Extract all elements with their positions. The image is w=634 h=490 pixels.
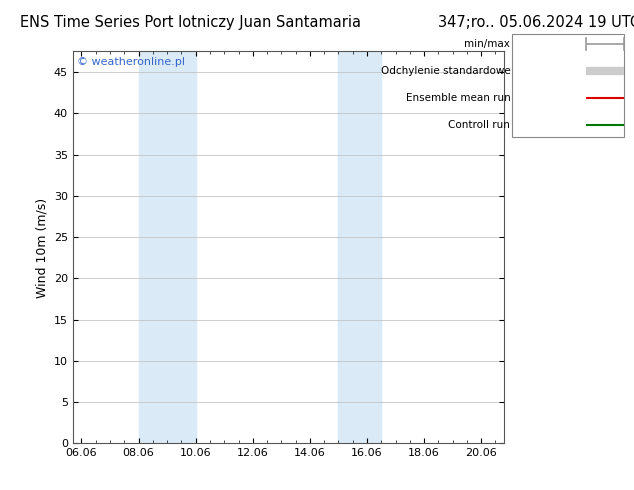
Text: ENS Time Series Port lotniczy Juan Santamaria: ENS Time Series Port lotniczy Juan Santa…	[20, 15, 361, 29]
Text: 347;ro.. 05.06.2024 19 UTC: 347;ro.. 05.06.2024 19 UTC	[438, 15, 634, 29]
Bar	[139, 51, 196, 443]
Text: © weatheronline.pl: © weatheronline.pl	[77, 57, 185, 67]
Y-axis label: Wind 10m (m/s): Wind 10m (m/s)	[36, 197, 48, 297]
Bar	[339, 51, 381, 443]
Text: Odchylenie standardowe: Odchylenie standardowe	[380, 66, 510, 76]
Text: Controll run: Controll run	[448, 120, 510, 130]
Text: min/max: min/max	[465, 39, 510, 49]
Text: Ensemble mean run: Ensemble mean run	[406, 93, 510, 103]
